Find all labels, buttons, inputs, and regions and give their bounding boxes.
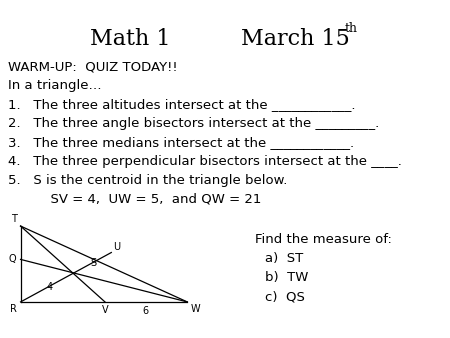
Text: R: R [10, 304, 17, 314]
Text: 3.   The three medians intersect at the ____________.: 3. The three medians intersect at the __… [8, 136, 354, 149]
Text: a)  ST: a) ST [265, 252, 303, 265]
Text: W: W [190, 304, 200, 314]
Text: c)  QS: c) QS [265, 290, 305, 303]
Text: 4: 4 [47, 282, 53, 292]
Text: Find the measure of:: Find the measure of: [255, 233, 392, 246]
Text: In a triangle…: In a triangle… [8, 79, 102, 92]
Text: WARM-UP:  QUIZ TODAY!!: WARM-UP: QUIZ TODAY!! [8, 60, 178, 73]
Text: 6: 6 [142, 306, 148, 316]
Text: T: T [11, 214, 17, 224]
Text: 2.   The three angle bisectors intersect at the _________.: 2. The three angle bisectors intersect a… [8, 117, 379, 130]
Text: Math 1: Math 1 [90, 28, 170, 50]
Text: SV = 4,  UW = 5,  and QW = 21: SV = 4, UW = 5, and QW = 21 [8, 193, 261, 206]
Text: U: U [113, 241, 121, 251]
Text: S: S [90, 258, 96, 268]
Text: b)  TW: b) TW [265, 271, 308, 284]
Text: 4.   The three perpendicular bisectors intersect at the ____.: 4. The three perpendicular bisectors int… [8, 155, 402, 168]
Text: th: th [345, 22, 358, 35]
Text: 1.   The three altitudes intersect at the ____________.: 1. The three altitudes intersect at the … [8, 98, 356, 111]
Text: V: V [102, 305, 108, 315]
Text: Q: Q [9, 255, 17, 264]
Text: March 15: March 15 [241, 28, 349, 50]
Text: 5.   S is the centroid in the triangle below.: 5. S is the centroid in the triangle bel… [8, 174, 288, 187]
